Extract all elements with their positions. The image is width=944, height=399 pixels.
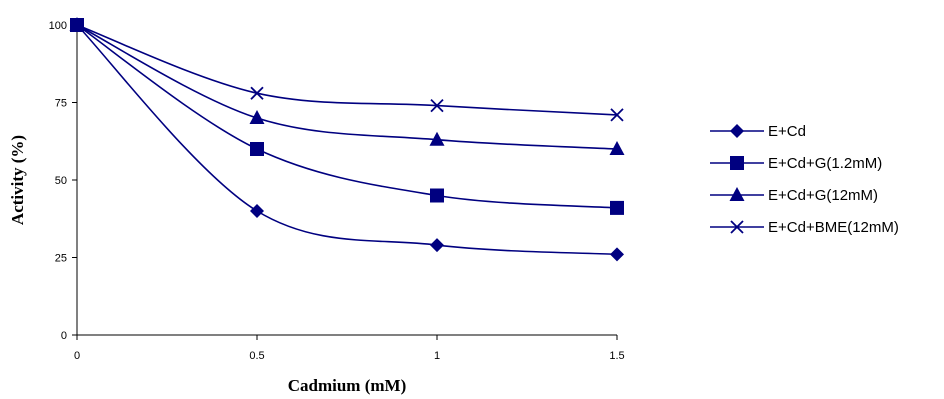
x-tick-label: 1.5 bbox=[609, 350, 624, 362]
legend-label: E+Cd bbox=[768, 123, 806, 140]
data-point-series-1 bbox=[430, 238, 444, 253]
legend-label: E+Cd+BME(12mM) bbox=[768, 219, 899, 236]
x-tick-label: 0.5 bbox=[249, 350, 264, 362]
y-tick-label: 25 bbox=[55, 253, 67, 265]
y-tick-label: 75 bbox=[55, 98, 67, 110]
data-point-series-3 bbox=[429, 131, 445, 146]
series-line-2 bbox=[76, 24, 618, 209]
x-tick-label: 1 bbox=[434, 350, 440, 362]
legend-label: E+Cd+G(12mM) bbox=[768, 187, 878, 204]
y-axis-title: Activity (%) bbox=[8, 135, 27, 225]
data-point-series-4 bbox=[70, 18, 84, 32]
data-point-series-1 bbox=[610, 247, 624, 262]
x-ticks: 0 0.5 1 1.5 bbox=[74, 335, 625, 362]
y-tick-label: 50 bbox=[55, 175, 67, 187]
data-point-series-4 bbox=[610, 108, 624, 122]
series-markers bbox=[69, 17, 625, 262]
data-point-series-1 bbox=[250, 204, 264, 218]
y-ticks: 0 25 50 75 100 bbox=[49, 20, 77, 342]
y-tick-label: 0 bbox=[61, 330, 67, 342]
data-point-series-2 bbox=[610, 200, 624, 215]
legend-marker bbox=[730, 220, 744, 234]
legend: E+Cd E+Cd+G(1.2mM) E+Cd+G(12mM) E+Cd+BME(12… bbox=[710, 123, 899, 236]
series-line-4 bbox=[76, 24, 618, 116]
data-point-series-4 bbox=[430, 98, 444, 113]
data-point-series-2 bbox=[430, 188, 444, 203]
legend-marker bbox=[730, 156, 744, 170]
data-point-series-3 bbox=[609, 141, 625, 155]
x-tick-label: 0 bbox=[74, 350, 80, 362]
series-lines bbox=[76, 24, 618, 256]
legend-label: E+Cd+G(1.2mM) bbox=[768, 155, 882, 172]
y-tick-label: 100 bbox=[49, 20, 67, 32]
legend-marker bbox=[729, 187, 745, 201]
data-point-series-3 bbox=[249, 110, 265, 124]
series-line-3 bbox=[76, 24, 618, 150]
series-line-1 bbox=[76, 24, 618, 256]
data-point-series-2 bbox=[250, 142, 264, 156]
legend-marker bbox=[730, 124, 744, 138]
data-point-series-4 bbox=[250, 86, 264, 100]
x-axis-title: Cadmium (mM) bbox=[288, 376, 407, 395]
